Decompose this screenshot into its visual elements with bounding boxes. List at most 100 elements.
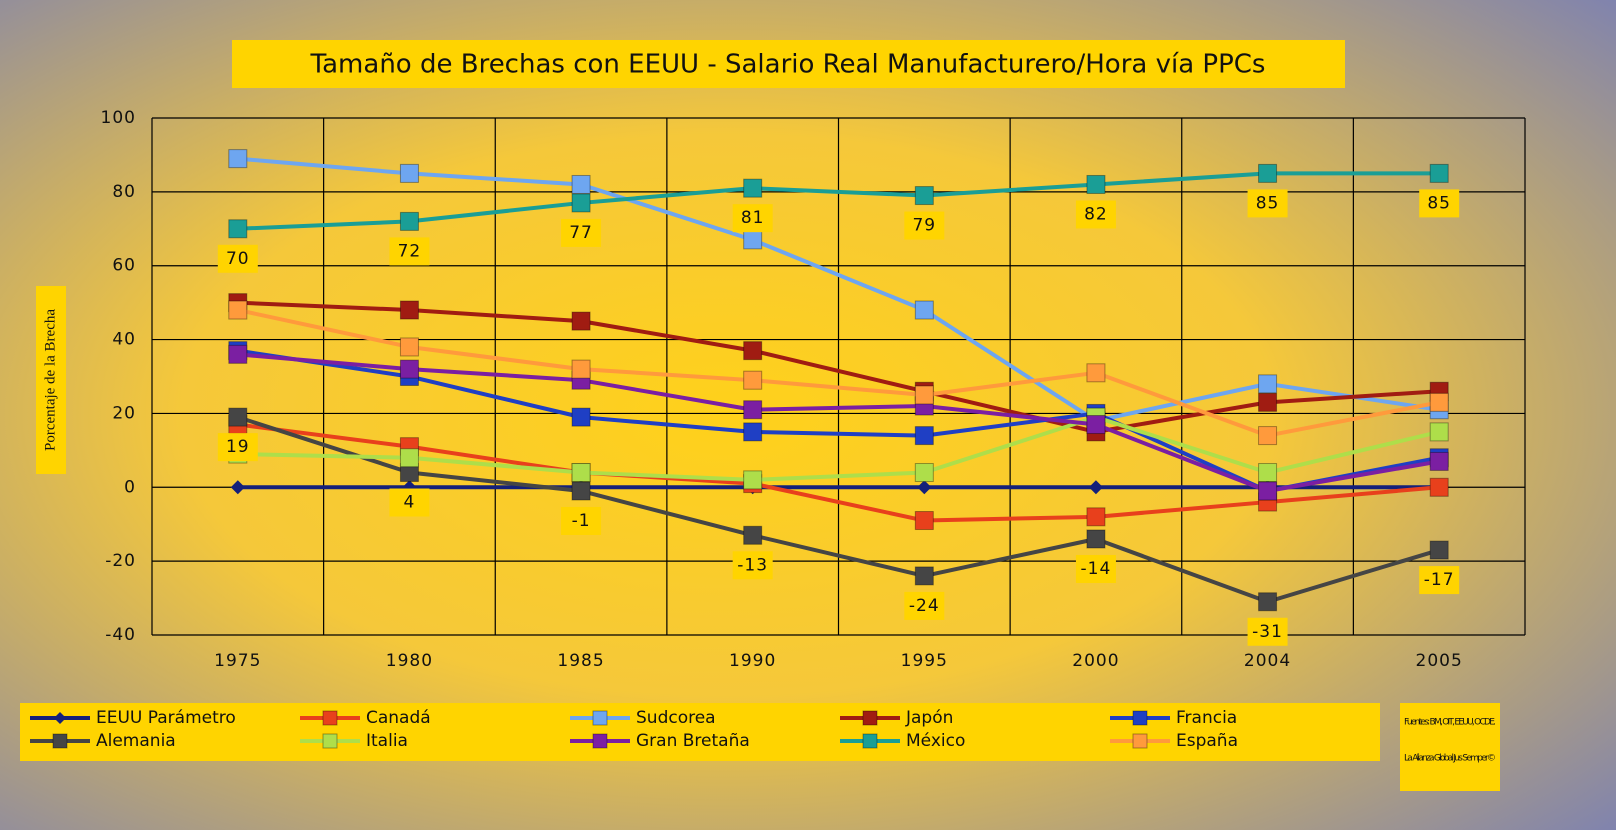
marker: [743, 370, 763, 390]
chart-title: Tamaño de Brechas con EEUU - Salario Rea…: [310, 50, 1266, 80]
y-tick-label: 80: [112, 182, 136, 202]
data-label-box: [732, 204, 773, 233]
marker: [322, 710, 338, 726]
data-label: 82: [1084, 204, 1108, 224]
marker: [592, 710, 608, 726]
marker: [1258, 426, 1278, 446]
source-note: Fuentes: BM, OIT, EEUU, OCDE.: [1404, 718, 1496, 728]
marker: [1258, 481, 1278, 501]
y-tick-label: 0: [124, 477, 136, 497]
series-line: [237, 308, 1440, 438]
data-label: -31: [1252, 622, 1283, 642]
marker: [1258, 463, 1278, 483]
data-label: 77: [569, 223, 593, 243]
marker: [1086, 529, 1106, 549]
marker: [228, 300, 248, 320]
series-line: [237, 422, 1440, 523]
data-label: 79: [912, 216, 936, 236]
marker: [914, 566, 934, 586]
marker: [1258, 163, 1278, 183]
marker: [228, 344, 248, 364]
marker: [399, 359, 419, 379]
y-tick-label: 60: [112, 256, 136, 276]
legend-label: Alemania: [96, 731, 176, 751]
marker: [1429, 477, 1449, 497]
marker: [228, 407, 248, 427]
series-line: [237, 156, 1440, 423]
marker: [399, 300, 419, 320]
marker: [1429, 540, 1449, 560]
data-label-box: [1247, 617, 1288, 646]
data-label-box: [1419, 566, 1460, 595]
marker: [571, 174, 591, 194]
marker: [743, 525, 763, 545]
legend-box: [20, 703, 1380, 761]
data-label: 70: [226, 249, 250, 269]
data-label-box: [904, 211, 945, 240]
marker: [1429, 422, 1449, 442]
series-line: [237, 171, 1440, 231]
legend-label: España: [1176, 731, 1238, 751]
data-label-box: [217, 244, 258, 273]
data-label-box: [1419, 189, 1460, 218]
marker: [1088, 480, 1103, 495]
marker: [1086, 363, 1106, 383]
marker: [571, 407, 591, 427]
marker: [743, 422, 763, 442]
marker: [571, 463, 591, 483]
marker: [743, 470, 763, 490]
data-label: 4: [404, 493, 416, 513]
marker: [228, 219, 248, 239]
marker: [917, 480, 932, 495]
y-tick-label: -20: [105, 551, 136, 571]
marker: [862, 710, 878, 726]
marker: [1086, 415, 1106, 435]
y-tick-label: 40: [112, 330, 136, 350]
x-tick-label: 1985: [557, 651, 604, 671]
data-label: -17: [1424, 570, 1455, 590]
marker: [228, 149, 248, 169]
marker: [914, 426, 934, 446]
data-label: -1: [572, 511, 591, 531]
marker: [1132, 710, 1148, 726]
series-line: [237, 300, 1440, 434]
x-tick-label: 1995: [901, 651, 948, 671]
marker: [1429, 451, 1449, 471]
marker: [914, 186, 934, 206]
marker: [322, 733, 338, 749]
legend-label: Gran Bretaña: [636, 731, 750, 751]
x-tick-label: 2000: [1072, 651, 1119, 671]
x-tick-label: 1990: [729, 651, 776, 671]
marker: [571, 311, 591, 331]
legend-label: Francia: [1176, 708, 1237, 728]
marker: [1258, 592, 1278, 612]
y-tick-label: -40: [105, 625, 136, 645]
data-label: 85: [1427, 193, 1451, 213]
data-label: -14: [1081, 559, 1112, 579]
legend-label: México: [906, 731, 965, 751]
x-tick-label: 2005: [1416, 651, 1463, 671]
series-line: [237, 415, 1440, 482]
marker: [743, 230, 763, 250]
legend-label: Canadá: [366, 708, 431, 728]
marker: [52, 733, 68, 749]
marker: [914, 300, 934, 320]
marker: [914, 463, 934, 483]
y-tick-label: 20: [112, 403, 136, 423]
y-tick-label: 100: [101, 108, 136, 128]
data-label-box: [1075, 554, 1116, 583]
marker: [1258, 392, 1278, 412]
marker: [1086, 507, 1106, 527]
data-label: 85: [1256, 193, 1280, 213]
marker: [1429, 163, 1449, 183]
marker: [592, 733, 608, 749]
data-label-box: [1247, 189, 1288, 218]
series-line: [237, 415, 1440, 604]
source-note: La Alianza Global Jus Semper©: [1404, 754, 1496, 764]
data-label: 81: [741, 208, 765, 228]
x-tick-label: 1975: [214, 651, 261, 671]
marker: [230, 480, 245, 495]
marker: [743, 178, 763, 198]
